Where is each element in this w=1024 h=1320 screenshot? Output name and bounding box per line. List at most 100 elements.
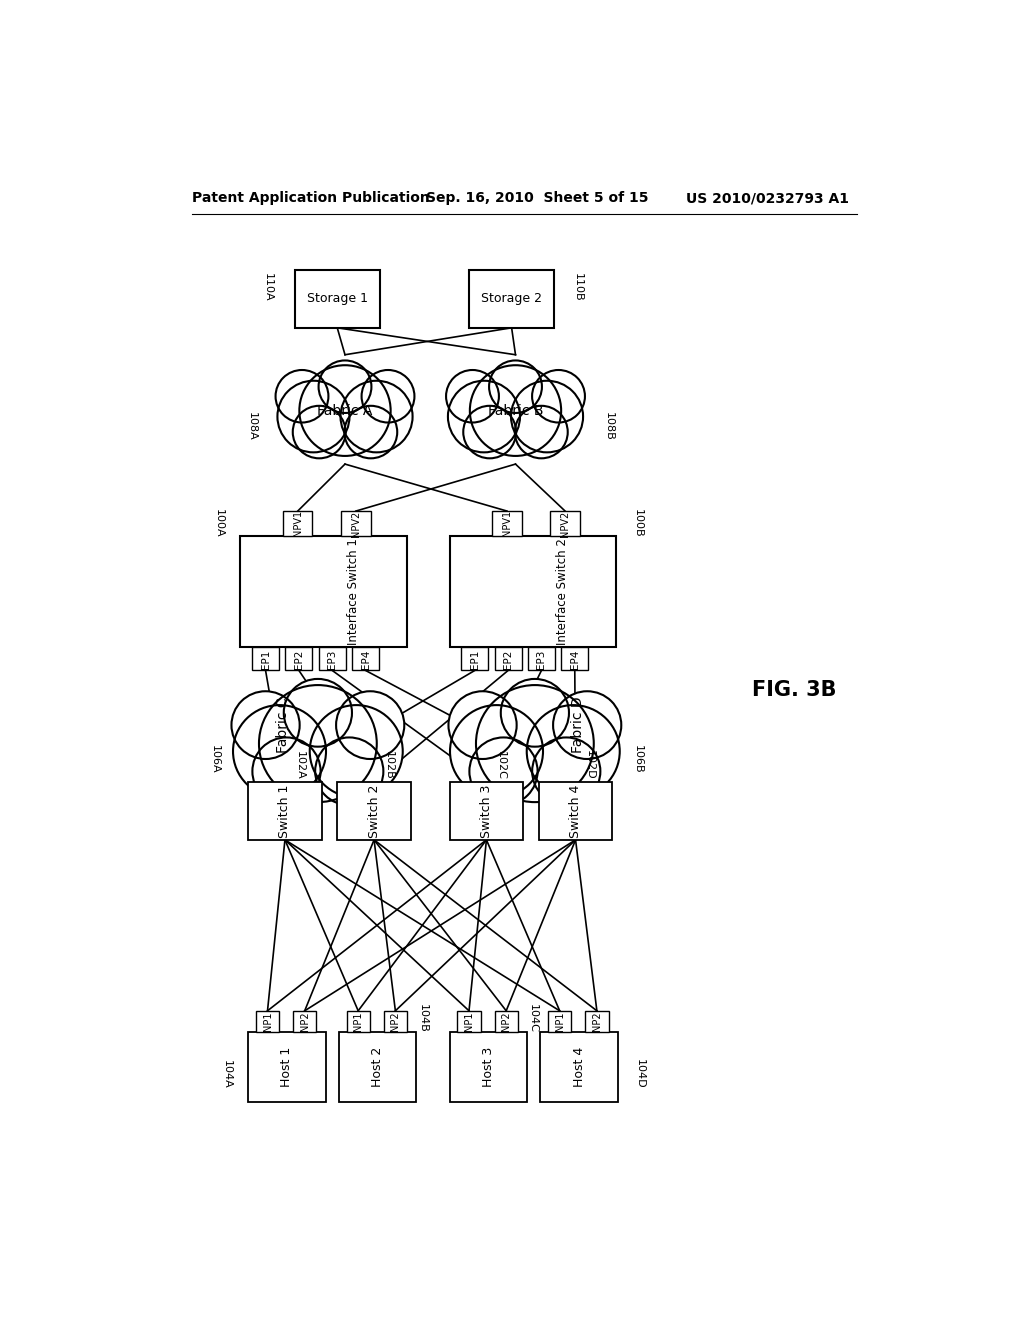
Circle shape — [336, 692, 404, 759]
Text: 110A: 110A — [262, 273, 272, 302]
Text: Sep. 16, 2010  Sheet 5 of 15: Sep. 16, 2010 Sheet 5 of 15 — [426, 191, 649, 206]
Bar — [450, 781, 523, 840]
Text: Switch 2: Switch 2 — [368, 784, 381, 838]
Text: Patent Application Publication: Patent Application Publication — [193, 191, 430, 206]
Circle shape — [532, 738, 600, 805]
Bar — [458, 1011, 480, 1032]
Text: Host 2: Host 2 — [371, 1047, 384, 1088]
Text: 100B: 100B — [633, 510, 643, 537]
Text: Host 4: Host 4 — [572, 1047, 586, 1088]
Text: EP1: EP1 — [260, 649, 270, 669]
Text: NP2: NP2 — [390, 1011, 400, 1031]
Text: NPV1: NPV1 — [293, 511, 303, 536]
Bar — [561, 647, 589, 671]
Text: 108B: 108B — [603, 412, 613, 441]
Bar — [286, 647, 312, 671]
Circle shape — [233, 705, 326, 797]
Circle shape — [553, 692, 622, 759]
Circle shape — [515, 405, 567, 458]
Text: 102C: 102C — [497, 751, 506, 780]
Text: 100A: 100A — [214, 510, 223, 537]
Text: 104A: 104A — [221, 1060, 231, 1088]
Text: 104B: 104B — [418, 1005, 427, 1032]
Text: Fabric A: Fabric A — [317, 404, 373, 417]
Text: NPV2: NPV2 — [560, 511, 570, 536]
Text: 102A: 102A — [295, 751, 305, 780]
Text: Storage 1: Storage 1 — [307, 293, 368, 305]
Text: EP3: EP3 — [537, 649, 547, 669]
Text: EP3: EP3 — [328, 649, 337, 669]
Text: 102B: 102B — [384, 751, 394, 780]
Circle shape — [463, 405, 516, 458]
Circle shape — [284, 678, 352, 747]
Text: Switch 3: Switch 3 — [480, 784, 493, 838]
Bar — [528, 647, 555, 671]
Circle shape — [315, 738, 383, 805]
Text: NP1: NP1 — [464, 1012, 474, 1031]
Circle shape — [341, 380, 413, 453]
Bar — [495, 1011, 518, 1032]
Circle shape — [252, 738, 321, 805]
Text: NP2: NP2 — [592, 1011, 602, 1031]
Bar — [341, 511, 371, 536]
Text: NP1: NP1 — [262, 1012, 272, 1031]
Circle shape — [511, 380, 583, 453]
Text: Switch 4: Switch 4 — [569, 784, 582, 838]
Text: NPV1: NPV1 — [502, 511, 512, 536]
Text: 102D: 102D — [586, 750, 595, 780]
Bar — [339, 1032, 417, 1102]
Circle shape — [449, 692, 517, 759]
Bar — [248, 781, 322, 840]
Bar — [241, 536, 407, 647]
Circle shape — [344, 405, 397, 458]
Circle shape — [293, 405, 346, 458]
Bar — [461, 647, 488, 671]
Circle shape — [532, 370, 585, 422]
Text: 106B: 106B — [633, 744, 643, 774]
Circle shape — [470, 366, 561, 455]
Text: 104C: 104C — [528, 1005, 539, 1034]
Circle shape — [450, 705, 543, 797]
Circle shape — [309, 705, 402, 797]
Circle shape — [447, 380, 520, 453]
Text: EP4: EP4 — [360, 649, 371, 669]
Bar — [495, 647, 521, 671]
Circle shape — [446, 370, 499, 422]
Text: Interface Switch 1: Interface Switch 1 — [347, 539, 360, 645]
Text: EP2: EP2 — [294, 649, 304, 669]
Text: NP1: NP1 — [353, 1012, 364, 1031]
Text: Switch 1: Switch 1 — [279, 784, 292, 838]
Text: 110B: 110B — [572, 273, 583, 302]
Bar — [450, 1032, 527, 1102]
Text: EP1: EP1 — [470, 649, 480, 669]
Circle shape — [278, 380, 349, 453]
Bar — [318, 647, 346, 671]
Circle shape — [361, 370, 415, 422]
Bar — [550, 511, 580, 536]
Text: EP2: EP2 — [503, 649, 513, 669]
Text: US 2010/0232793 A1: US 2010/0232793 A1 — [686, 191, 849, 206]
Text: Interface Switch 2: Interface Switch 2 — [556, 539, 569, 645]
Bar — [346, 1011, 370, 1032]
Circle shape — [501, 678, 569, 747]
Text: Fabric B: Fabric B — [487, 404, 544, 417]
Text: NP2: NP2 — [300, 1011, 309, 1031]
Bar — [541, 1032, 617, 1102]
Text: 104D: 104D — [635, 1059, 644, 1089]
Text: 106A: 106A — [210, 744, 220, 774]
Bar — [539, 781, 612, 840]
Text: NP2: NP2 — [501, 1011, 511, 1031]
Bar — [252, 647, 280, 671]
Bar — [283, 511, 312, 536]
Bar — [493, 511, 521, 536]
Bar — [256, 1011, 280, 1032]
Circle shape — [231, 692, 300, 759]
Text: Fabric C: Fabric C — [276, 697, 290, 752]
Text: EP4: EP4 — [569, 649, 580, 669]
Text: Storage 2: Storage 2 — [481, 293, 542, 305]
Bar — [295, 271, 380, 327]
Bar — [337, 781, 411, 840]
Circle shape — [469, 738, 538, 805]
Bar — [248, 1032, 326, 1102]
Circle shape — [259, 685, 377, 803]
